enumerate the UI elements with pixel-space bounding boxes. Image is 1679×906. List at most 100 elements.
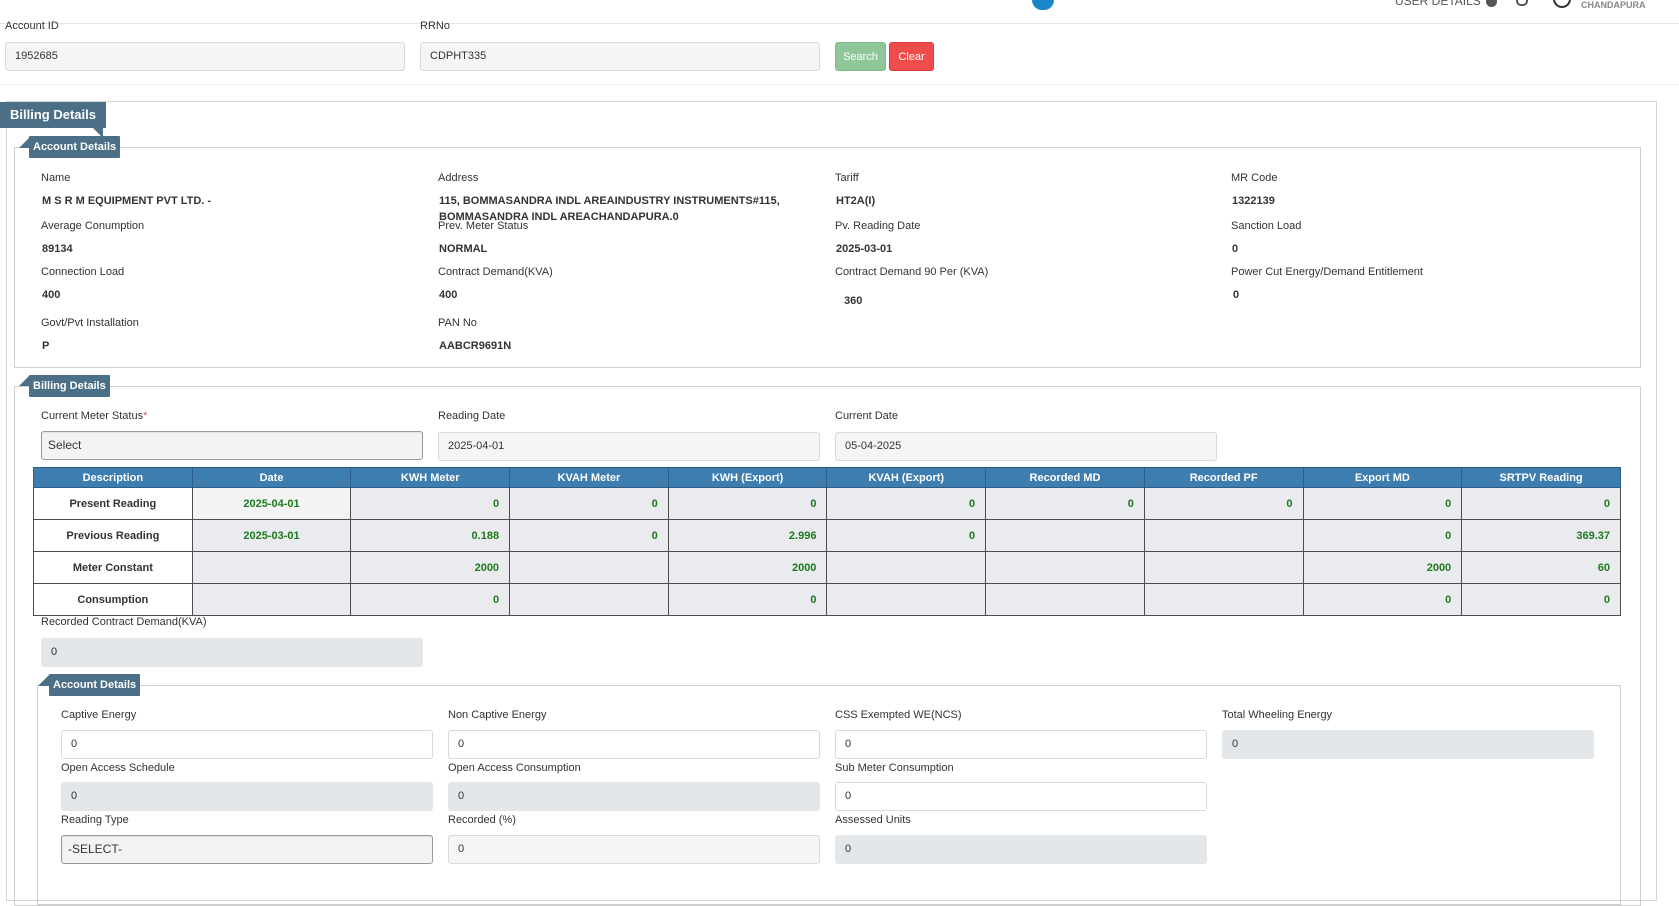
sanction-load-value: 0 — [1232, 243, 1239, 255]
rrno-input[interactable]: CDPHT335 — [420, 42, 820, 71]
address-value: 115, BOMMASANDRA INDL AREAINDUSTRY INSTR… — [439, 195, 780, 223]
table-cell[interactable]: 0 — [985, 487, 1145, 520]
non-captive-energy-input[interactable]: 0 — [448, 730, 820, 759]
column-header: Description — [33, 467, 193, 488]
table-cell: 0 — [509, 519, 669, 552]
table-cell — [191, 551, 352, 584]
table-cell: 2000 — [667, 551, 828, 584]
user-icon[interactable] — [1553, 0, 1571, 8]
table-cell[interactable]: 0 — [1143, 487, 1304, 520]
table-cell[interactable]: 2025-04-01 — [191, 487, 352, 520]
table-cell — [1143, 551, 1304, 584]
assessed-units-label: Assessed Units — [835, 814, 911, 826]
table-cell: 0 — [667, 583, 828, 616]
billing-details-header: Billing Details — [0, 102, 106, 128]
mr-code-value: 1322139 — [1232, 195, 1275, 207]
account-details-panel — [14, 147, 1641, 368]
table-row: Consumption 0 0 0 0 — [33, 583, 1621, 616]
billing-details-title: Billing Details — [29, 375, 110, 397]
tariff-value: HT2A(I) — [836, 195, 876, 207]
pv-reading-date-value: 2025-03-01 — [836, 243, 893, 255]
ribbon-fold — [93, 128, 103, 138]
name-value: M S R M EQUIPMENT PVT LTD. - — [42, 195, 212, 207]
reading-type-select[interactable]: -SELECT- — [61, 835, 433, 864]
table-cell — [1143, 583, 1304, 616]
table-cell — [1143, 519, 1304, 552]
account-id-label: Account ID — [5, 20, 59, 32]
table-cell — [509, 551, 669, 584]
help-icon — [1486, 0, 1498, 8]
pan-label: PAN No — [438, 317, 477, 329]
captive-energy-input[interactable]: 0 — [61, 730, 433, 759]
table-cell[interactable]: 0 — [667, 487, 828, 520]
column-header: SRTPV Reading — [1461, 467, 1621, 488]
open-access-schedule-label: Open Access Schedule — [61, 762, 175, 774]
pv-reading-date-label: Pv. Reading Date — [835, 220, 921, 232]
govt-pvt-value: P — [42, 340, 50, 352]
connection-load-value: 400 — [42, 289, 61, 301]
current-date-input[interactable]: 05-04-2025 — [835, 432, 1217, 461]
name-label: Name — [41, 172, 71, 184]
search-button[interactable]: Search — [835, 42, 886, 71]
table-cell[interactable]: 0 — [350, 487, 511, 520]
column-header: KVAH Meter — [509, 467, 669, 488]
table-cell[interactable]: 0 — [826, 487, 987, 520]
recorded-pct-label: Recorded (%) — [448, 814, 516, 826]
clear-button[interactable]: Clear — [889, 42, 934, 71]
recorded-pct-input[interactable]: 0 — [448, 835, 820, 864]
column-header: Date — [191, 467, 352, 488]
avg-consumption-value: 89134 — [42, 243, 73, 255]
prev-meter-status-label: Prev. Meter Status — [438, 220, 529, 232]
table-cell — [985, 519, 1145, 552]
tariff-label: Tariff — [835, 172, 859, 184]
css-exempted-input[interactable]: 0 — [835, 730, 1207, 759]
recorded-cd-input[interactable]: 0 — [41, 638, 423, 667]
mr-code-label: MR Code — [1231, 172, 1278, 184]
table-cell — [985, 583, 1145, 616]
captive-energy-label: Captive Energy — [61, 709, 137, 721]
column-header: Recorded PF — [1143, 467, 1304, 488]
prev-meter-status-value: NORMAL — [439, 243, 488, 255]
open-access-schedule-input[interactable]: 0 — [61, 782, 433, 811]
meter-readings-table: Description Date KWH Meter KVAH Meter KW… — [33, 467, 1621, 616]
current-meter-status-label: Current Meter Status* — [41, 410, 148, 422]
row-label: Previous Reading — [33, 519, 193, 552]
column-header: Export MD — [1302, 467, 1463, 488]
contract-demand-90-label: Contract Demand 90 Per (KVA) — [835, 266, 989, 278]
pan-value: AABCR9691N — [439, 340, 512, 352]
connection-load-label: Connection Load — [41, 266, 125, 278]
table-row: Present Reading 2025-04-01 0 0 0 0 0 0 0… — [33, 487, 1621, 520]
reading-type-label: Reading Type — [61, 814, 129, 826]
non-captive-energy-label: Non Captive Energy — [448, 709, 547, 721]
open-access-consumption-input[interactable]: 0 — [448, 782, 820, 811]
user-details-menu[interactable]: USER DETAILS — [1395, 0, 1498, 8]
row-label: Present Reading — [33, 487, 193, 520]
reading-date-input[interactable]: 2025-04-01 — [438, 432, 820, 461]
current-meter-status-select[interactable]: Select — [41, 431, 423, 460]
contract-demand-value: 400 — [439, 289, 458, 301]
table-cell[interactable]: 0 — [1461, 487, 1621, 520]
ribbon-fold — [38, 675, 49, 686]
govt-pvt-label: Govt/Pvt Installation — [41, 317, 139, 329]
assessed-units-input[interactable]: 0 — [835, 835, 1207, 864]
column-header: KVAH (Export) — [826, 467, 987, 488]
table-cell: 0 — [1302, 519, 1463, 552]
total-wheeling-label: Total Wheeling Energy — [1222, 709, 1333, 721]
table-cell: 2025-03-01 — [191, 519, 352, 552]
table-cell: 0.188 — [350, 519, 511, 552]
bell-icon[interactable] — [1516, 0, 1528, 6]
sanction-load-label: Sanction Load — [1231, 220, 1302, 232]
address-label: Address — [438, 172, 479, 184]
table-cell[interactable]: 0 — [509, 487, 669, 520]
total-wheeling-input[interactable]: 0 — [1222, 730, 1594, 759]
account-id-input[interactable]: 1952685 — [5, 42, 405, 71]
sub-meter-consumption-input[interactable]: 0 — [835, 782, 1207, 811]
table-cell: 369.37 — [1461, 519, 1621, 552]
table-row: Meter Constant 2000 2000 2000 60 — [33, 551, 1621, 584]
open-access-consumption-label: Open Access Consumption — [448, 762, 581, 774]
column-header: Recorded MD — [985, 467, 1145, 488]
rrno-label: RRNo — [420, 20, 450, 32]
table-cell[interactable]: 0 — [1302, 487, 1463, 520]
table-cell: 0 — [1302, 583, 1463, 616]
current-date-label: Current Date — [835, 410, 898, 422]
